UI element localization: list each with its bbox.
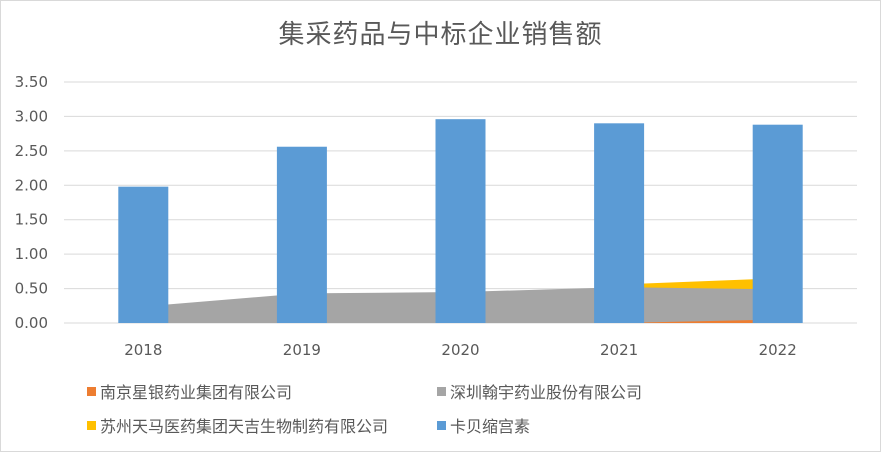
y-tick-label: 0.50 <box>15 280 48 298</box>
legend-swatch <box>87 386 96 396</box>
y-tick-label: 3.00 <box>15 107 48 125</box>
legend-item-shenzhen: 深圳翰宇药业股份有限公司 <box>437 379 642 403</box>
legend-label: 深圳翰宇药业股份有限公司 <box>450 383 643 402</box>
x-tick-label: 2020 <box>441 341 479 359</box>
bar <box>752 124 803 323</box>
bar <box>118 186 169 323</box>
bar <box>276 146 327 323</box>
y-tick-label: 3.50 <box>15 73 48 91</box>
legend-item-carbetocin: 卡贝缩宫素 <box>437 413 530 437</box>
legend-item-suzhou: 苏州天马医药集团天吉生物制药有限公司 <box>87 413 388 437</box>
y-tick-label: 1.00 <box>15 245 48 263</box>
bar <box>435 119 486 323</box>
legend-item-nanjing: 南京星银药业集团有限公司 <box>87 379 292 403</box>
x-tick-label: 2021 <box>600 341 638 359</box>
legend-swatch <box>437 386 446 396</box>
y-tick-label: 0.00 <box>15 314 48 332</box>
bar-series <box>118 119 803 323</box>
x-tick-label: 2019 <box>283 341 321 359</box>
x-tick-label: 2018 <box>124 341 162 359</box>
y-tick-label: 2.50 <box>15 142 48 160</box>
bar <box>594 123 645 323</box>
x-axis-ticks: 2018 2019 2020 2021 2022 <box>124 341 797 359</box>
legend-swatch <box>437 420 446 430</box>
legend-swatch <box>87 420 96 430</box>
area-0 <box>143 319 778 323</box>
legend-label: 卡贝缩宫素 <box>450 417 531 436</box>
y-tick-label: 1.50 <box>15 211 48 229</box>
chart-title: 集采药品与中标企业销售额 <box>278 20 603 50</box>
y-axis-ticks: 0.00 0.50 1.00 1.50 2.00 2.50 3.00 3.50 <box>15 73 48 332</box>
legend-label: 南京星银药业集团有限公司 <box>100 383 293 402</box>
x-tick-label: 2022 <box>759 341 797 359</box>
legend-label: 苏州天马医药集团天吉生物制药有限公司 <box>100 417 389 436</box>
y-tick-label: 2.00 <box>15 176 48 194</box>
